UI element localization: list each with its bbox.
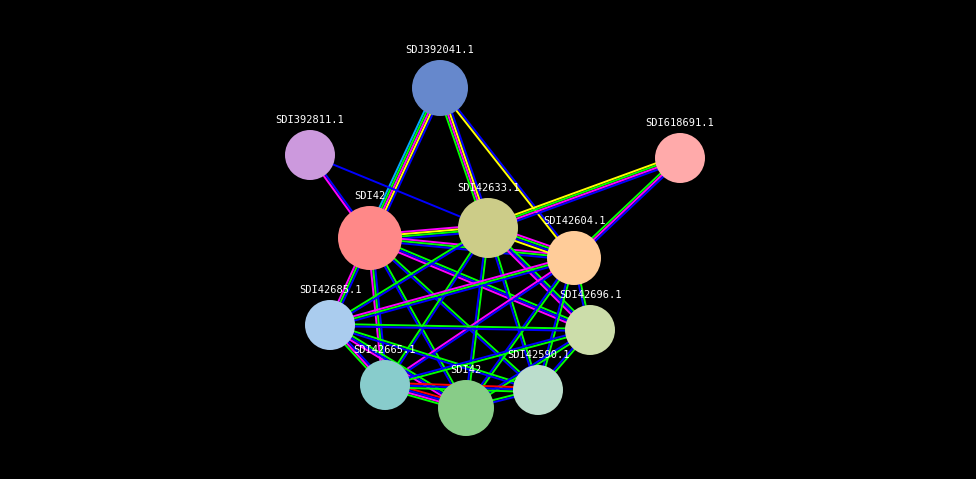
Text: SDI42696.1: SDI42696.1 xyxy=(558,290,622,300)
Text: SDI42590.1: SDI42590.1 xyxy=(507,350,569,360)
Text: SDI42: SDI42 xyxy=(354,191,386,201)
Text: SDJ392041.1: SDJ392041.1 xyxy=(406,45,474,55)
Circle shape xyxy=(438,380,494,436)
Circle shape xyxy=(285,130,335,180)
Text: SDI42685.1: SDI42685.1 xyxy=(299,285,361,295)
Text: SDI618691.1: SDI618691.1 xyxy=(646,118,714,128)
Text: SDI42604.1: SDI42604.1 xyxy=(543,216,605,226)
Circle shape xyxy=(305,300,355,350)
Text: SDI392811.1: SDI392811.1 xyxy=(275,115,345,125)
Circle shape xyxy=(547,231,601,285)
Circle shape xyxy=(513,365,563,415)
Circle shape xyxy=(565,305,615,355)
Circle shape xyxy=(412,60,468,116)
Circle shape xyxy=(338,206,402,270)
Circle shape xyxy=(360,360,410,410)
Text: SDI42665.1: SDI42665.1 xyxy=(353,345,416,355)
Text: SDI42633.1: SDI42633.1 xyxy=(457,183,519,193)
Circle shape xyxy=(458,198,518,258)
Text: SDI42: SDI42 xyxy=(450,365,481,375)
Circle shape xyxy=(655,133,705,183)
